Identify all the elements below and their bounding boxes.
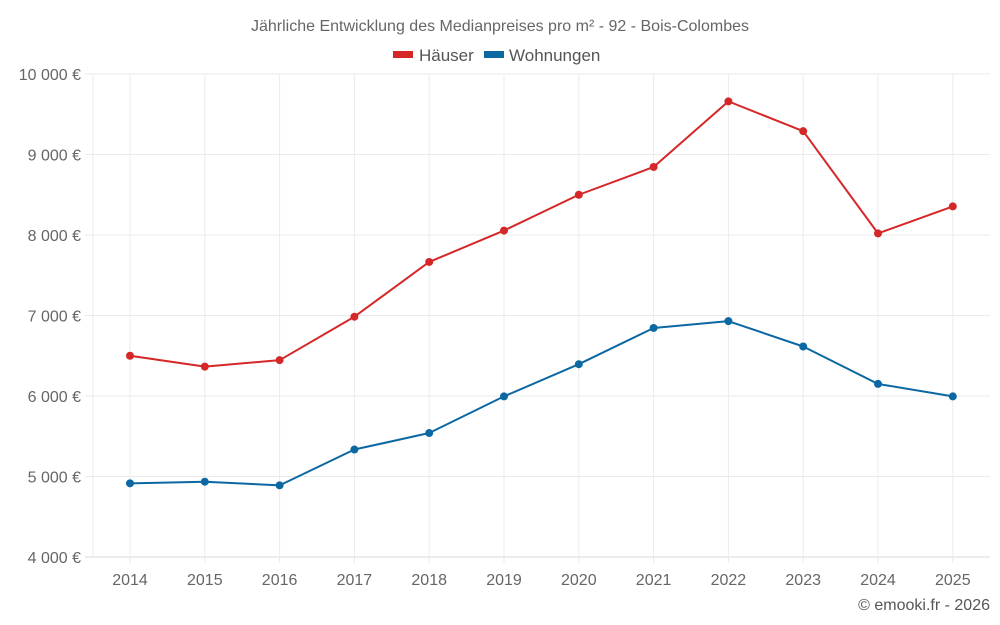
data-point[interactable] [350,445,359,454]
legend-item-1[interactable]: Wohnungen [484,46,600,65]
data-point[interactable] [200,362,209,371]
data-point[interactable] [500,392,508,401]
chart-title: Jährliche Entwicklung des Medianpreises … [251,18,749,35]
data-point[interactable] [425,257,434,266]
data-point[interactable] [574,360,583,369]
legend-label: Häuser [419,46,474,65]
series [126,97,957,490]
y-tick-label: 5 000 € [28,470,81,487]
y-tick-label: 4 000 € [28,550,81,567]
data-point[interactable] [649,323,658,332]
data-point[interactable] [948,202,957,211]
data-point[interactable] [724,97,733,106]
y-tick-label: 8 000 € [28,228,81,245]
grid [85,73,990,563]
data-point[interactable] [126,479,134,488]
data-point[interactable] [425,429,434,438]
data-point[interactable] [574,190,583,199]
x-tick-label: 2023 [785,572,821,589]
x-tick-label: 2016 [262,572,298,589]
x-tick-label: 2017 [337,572,373,589]
data-point[interactable] [275,356,284,365]
data-point[interactable] [948,392,957,401]
data-point[interactable] [649,162,658,171]
data-point[interactable] [275,481,284,490]
y-tick-label: 6 000 € [28,389,81,406]
x-tick-label: 2020 [561,572,597,589]
data-point[interactable] [500,226,508,235]
legend-item-0[interactable]: Häuser [393,46,474,65]
x-tick-label: 2025 [935,572,971,589]
legend-swatch [393,51,413,58]
y-tick-label: 9 000 € [28,148,81,165]
data-point[interactable] [724,317,733,326]
data-point[interactable] [874,379,882,388]
data-point[interactable] [799,342,808,351]
data-point[interactable] [200,477,209,486]
x-tick-label: 2021 [636,572,672,589]
legend-label: Wohnungen [509,46,600,65]
axes: 4 000 € 5 000 € 6 000 € 7 000 € 8 000 € 9 000… [19,67,971,589]
x-tick-label: 2022 [711,572,747,589]
series-line [129,100,954,368]
series-line [129,320,953,487]
data-point[interactable] [874,229,882,238]
data-point[interactable] [350,312,359,321]
x-tick-label: 2015 [187,572,223,589]
credit-text: © emooki.fr - 2026 [858,597,990,614]
x-tick-label: 2014 [112,572,148,589]
data-point[interactable] [126,351,134,360]
x-tick-label: 2024 [860,572,896,589]
data-point[interactable] [799,127,808,136]
y-tick-label: 10 000 € [19,67,81,84]
y-tick-label: 7 000 € [28,309,81,326]
legend: Häuser Wohnungen [393,46,600,65]
legend-swatch [484,51,504,58]
x-tick-label: 2019 [486,572,522,589]
series-0 [126,97,957,371]
series-1 [126,317,957,490]
x-tick-label: 2018 [411,572,447,589]
